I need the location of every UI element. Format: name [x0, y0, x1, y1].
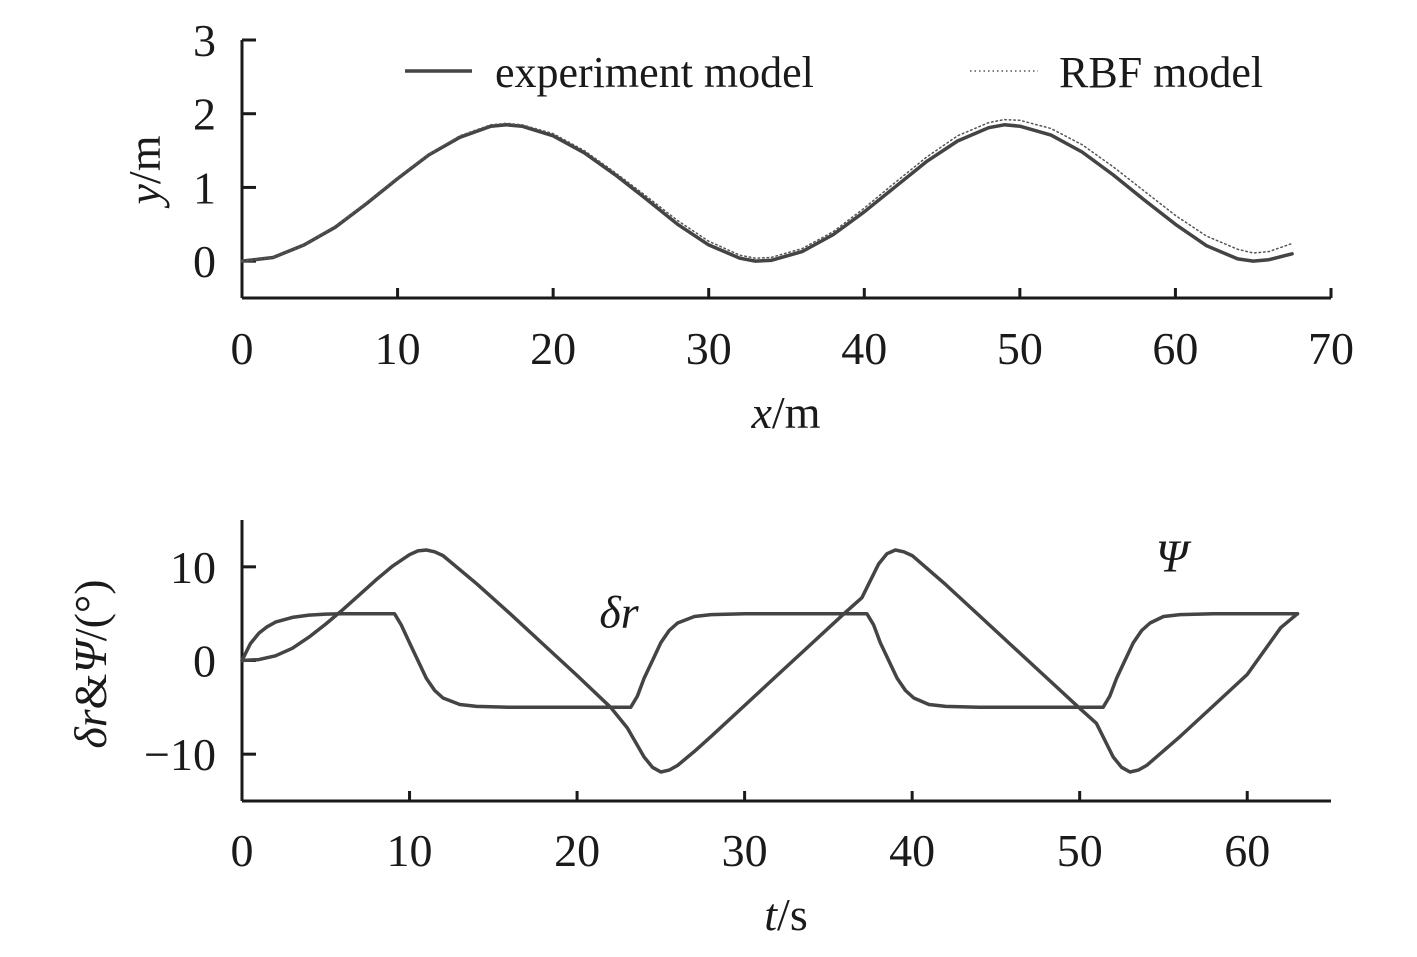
y-tick-label: 0 [193, 636, 216, 687]
annotation-label: δr [599, 587, 639, 638]
x-tick-label: 20 [530, 323, 576, 374]
x-tick-label: 10 [375, 323, 421, 374]
legend: experiment model RBF model [405, 48, 1263, 97]
annotations: δr Ψ [599, 531, 1191, 638]
series-line-rbf [241, 118, 1293, 262]
x-tick-label: 30 [722, 825, 768, 876]
series-line-psi [240, 548, 1300, 774]
x-tick-label: 40 [841, 323, 887, 374]
y-tick-label: 0 [193, 236, 216, 287]
y-tick-label: 1 [193, 162, 216, 213]
rudder-heading-chart: 10 0 −10 0 10 20 30 40 50 60 δr Ψ t/s δr&Ψ/(°) [65, 520, 1331, 940]
x-tick-label: 60 [1152, 323, 1198, 374]
y-tick-label: 2 [193, 89, 216, 140]
plot-area [240, 548, 1300, 774]
y-axis-title: δr&Ψ/(°) [65, 579, 116, 748]
x-tick-label: 30 [686, 323, 732, 374]
x-tick-label: 60 [1224, 825, 1270, 876]
x-ticks: 0 10 20 30 40 50 60 70 [231, 288, 1354, 374]
series-line-delta-r [240, 611, 1300, 710]
x-tick-label: 40 [889, 825, 935, 876]
x-tick-label: 70 [1308, 323, 1354, 374]
x-ticks: 0 10 20 30 40 50 60 [231, 791, 1270, 876]
y-tick-label: 3 [193, 15, 216, 66]
y-tick-label: 10 [170, 542, 216, 593]
x-tick-label: 10 [387, 825, 433, 876]
y-ticks: 0 1 2 3 [193, 15, 256, 287]
y-tick-label: −10 [144, 729, 216, 780]
x-tick-label: 0 [231, 825, 254, 876]
legend-label-experiment: experiment model [495, 48, 814, 97]
x-axis-title: t/s [764, 889, 807, 940]
annotation-label: Ψ [1156, 531, 1192, 582]
y-ticks: 10 0 −10 [144, 542, 256, 780]
x-tick-label: 0 [231, 323, 254, 374]
x-tick-label: 50 [1057, 825, 1103, 876]
x-axis-title: x/m [751, 387, 821, 438]
x-tick-label: 20 [554, 825, 600, 876]
series-line-experiment [240, 123, 1294, 263]
x-tick-label: 50 [997, 323, 1043, 374]
legend-label-rbf: RBF model [1059, 48, 1263, 97]
trajectory-chart: 0 1 2 3 0 10 20 30 40 50 60 70 experiment model RB… [119, 15, 1354, 438]
plot-area [240, 118, 1294, 263]
y-axis-title: y/m [119, 135, 170, 208]
